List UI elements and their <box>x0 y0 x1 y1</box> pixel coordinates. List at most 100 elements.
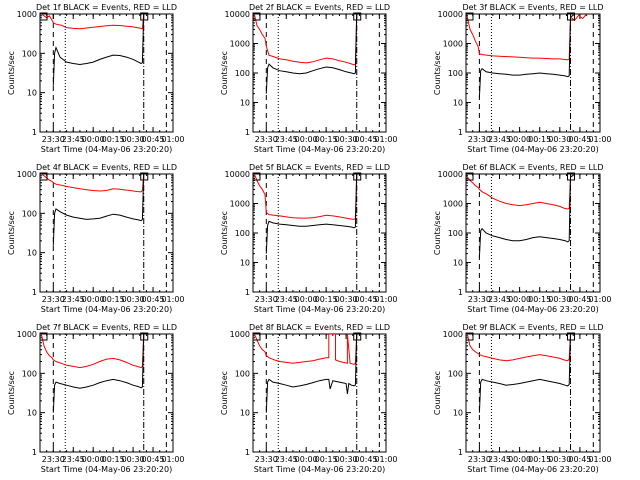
x-tick-label: 23:45 <box>488 135 511 144</box>
x-tick-label: 23:45 <box>62 295 85 304</box>
x-tick-label: 23:30 <box>468 135 491 144</box>
corner-marker <box>353 332 362 341</box>
series-lld-red <box>466 334 574 362</box>
x-axis-label: Start Time (04-May-06 23:20:20) <box>41 145 172 154</box>
y-tick-label: 10000 <box>438 170 463 179</box>
x-tick-label: 01:00 <box>374 135 397 144</box>
panel-det-4f: Det 4f BLACK = Events, RED = LLD 1 10 100 10… <box>7 163 185 314</box>
series-group <box>466 174 574 258</box>
x-tick-label: 01:00 <box>588 295 611 304</box>
y-tick-label: 1000 <box>17 10 37 19</box>
x-tick-label: 23:45 <box>275 295 298 304</box>
plot-frame <box>252 13 387 133</box>
corner-marker <box>39 172 48 181</box>
series-lld-red <box>253 14 360 66</box>
panel-title: Det 8f BLACK = Events, RED = LLD <box>249 323 390 332</box>
x-tick-label: 00:30 <box>548 295 571 304</box>
series-lld-red <box>253 334 360 365</box>
x-tick-label: 23:30 <box>42 295 65 304</box>
y-axis-label: Counts/sec <box>433 51 442 95</box>
y-tick-label: 1 <box>458 448 463 457</box>
y-tick-label: 1000 <box>443 330 463 339</box>
corner-marker <box>252 332 261 341</box>
series-group <box>253 174 360 254</box>
x-axis-label: Start Time (04-May-06 23:20:20) <box>467 305 598 314</box>
x-tick-label: 00:15 <box>528 455 551 464</box>
x-tick-label: 23:30 <box>468 455 491 464</box>
plot-frame <box>465 333 601 453</box>
x-tick-label: 00:15 <box>102 455 125 464</box>
corner-marker <box>252 172 261 181</box>
series-group <box>466 334 574 413</box>
x-axis-label: Start Time (04-May-06 23:20:20) <box>254 145 385 154</box>
y-tick-label: 1000 <box>230 330 250 339</box>
y-tick-label: 100 <box>235 369 250 378</box>
x-tick-label: 00:00 <box>295 455 318 464</box>
x-tick-label: 23:45 <box>488 455 511 464</box>
y-tick-label: 10 <box>27 89 37 98</box>
x-tick-label: 00:45 <box>568 135 591 144</box>
y-tick-label: 1 <box>458 288 463 297</box>
y-tick-label: 10 <box>240 409 250 418</box>
series-events-black <box>265 334 360 413</box>
x-axis-label: Start Time (04-May-06 23:20:20) <box>41 305 172 314</box>
corner-marker <box>353 172 362 181</box>
x-axis-label: Start Time (04-May-06 23:20:20) <box>254 465 385 474</box>
panel-det-2f: Det 2f BLACK = Events, RED = LLD 1 10 100 10… <box>220 3 398 154</box>
panel-title: Det 3f BLACK = Events, RED = LLD <box>462 3 603 12</box>
series-group <box>41 174 147 246</box>
y-axis-label: Counts/sec <box>433 371 442 415</box>
y-tick-label: 100 <box>235 229 250 238</box>
x-axis-label: Start Time (04-May-06 23:20:20) <box>254 305 385 314</box>
x-tick-label: 00:15 <box>102 295 125 304</box>
y-tick-label: 100 <box>22 49 37 58</box>
series-group <box>253 14 360 94</box>
x-tick-label: 00:30 <box>335 135 358 144</box>
y-tick-label: 10000 <box>438 10 463 19</box>
x-tick-label: 01:00 <box>588 135 611 144</box>
x-tick-label: 23:30 <box>42 455 65 464</box>
x-tick-label: 00:30 <box>548 455 571 464</box>
y-axis-label: Counts/sec <box>433 211 442 255</box>
x-tick-label: 01:00 <box>374 295 397 304</box>
x-tick-label: 00:00 <box>82 135 105 144</box>
x-tick-label: 23:45 <box>275 135 298 144</box>
panel-det-7f: Det 7f BLACK = Events, RED = LLD 1 10 100 10… <box>7 323 185 474</box>
x-tick-label: 23:45 <box>62 455 85 464</box>
x-tick-label: 00:30 <box>548 135 571 144</box>
corner-marker <box>140 172 149 181</box>
y-tick-label: 1 <box>32 128 37 137</box>
panel-title: Det 1f BLACK = Events, RED = LLD <box>36 3 177 12</box>
series-events-black <box>478 174 574 258</box>
x-axis-label: Start Time (04-May-06 23:20:20) <box>467 465 598 474</box>
x-tick-label: 00:15 <box>315 295 338 304</box>
panel-det-8f: Det 8f BLACK = Events, RED = LLD 1 10 100 10… <box>220 323 398 474</box>
y-tick-label: 10 <box>453 259 463 268</box>
y-tick-label: 10000 <box>225 170 250 179</box>
plot-frame <box>39 13 174 133</box>
x-tick-label: 23:30 <box>468 295 491 304</box>
plot-frame <box>252 173 387 293</box>
x-tick-label: 00:30 <box>335 295 358 304</box>
y-tick-label: 10 <box>240 99 250 108</box>
plot-frame <box>39 173 174 293</box>
x-tick-label: 00:15 <box>528 295 551 304</box>
y-tick-label: 1000 <box>230 40 250 49</box>
x-tick-label: 00:30 <box>122 135 145 144</box>
series-lld-red <box>40 334 147 369</box>
x-tick-label: 00:00 <box>508 135 531 144</box>
panel-title: Det 4f BLACK = Events, RED = LLD <box>36 163 177 172</box>
corner-marker <box>39 12 48 21</box>
panel-title: Det 2f BLACK = Events, RED = LLD <box>249 3 390 12</box>
panel-det-9f: Det 9f BLACK = Events, RED = LLD 1 10 100 10… <box>433 323 612 474</box>
panel-det-6f: Det 6f BLACK = Events, RED = LLD 1 10 100 10… <box>433 163 612 314</box>
series-lld-red <box>466 14 587 61</box>
x-tick-label: 00:00 <box>82 295 105 304</box>
x-tick-label: 23:45 <box>488 295 511 304</box>
y-tick-label: 1000 <box>443 40 463 49</box>
y-tick-label: 1000 <box>230 200 250 209</box>
x-tick-label: 00:00 <box>295 295 318 304</box>
x-tick-label: 00:45 <box>142 135 165 144</box>
series-events-black <box>265 14 360 94</box>
